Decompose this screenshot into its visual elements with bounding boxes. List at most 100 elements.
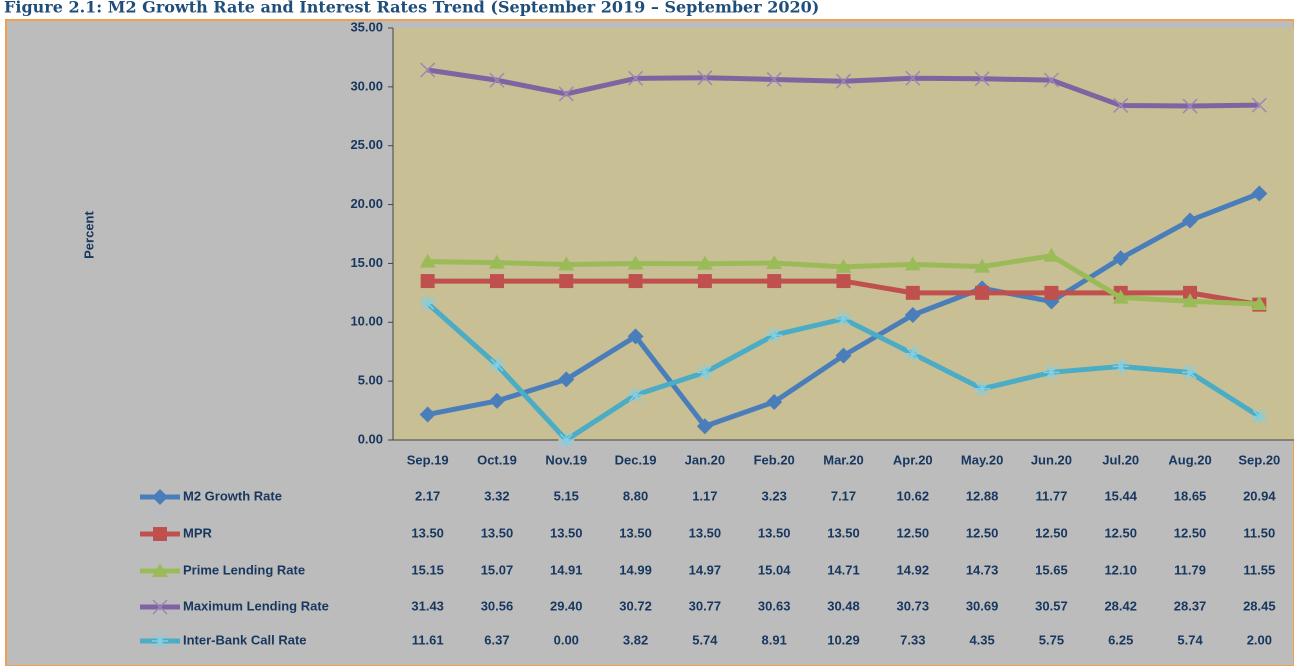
marker (1112, 250, 1129, 267)
table-value: 14.97 (689, 562, 722, 577)
table-value: 30.69 (966, 598, 999, 613)
table-value: 11.50 (1243, 525, 1275, 540)
table-value: 31.43 (411, 598, 444, 613)
marker (628, 70, 644, 86)
y-tick-label: 35.00 (350, 19, 383, 34)
table-value: 13.50 (689, 525, 722, 540)
table-value: 8.91 (762, 632, 787, 647)
table-value: 6.25 (1108, 632, 1133, 647)
marker (1251, 296, 1268, 311)
marker (1043, 72, 1059, 88)
table-value: 14.92 (897, 562, 930, 577)
table-value: 18.65 (1174, 488, 1207, 503)
marker (558, 371, 575, 388)
table-value: 12.50 (897, 525, 930, 540)
table-value: 30.72 (619, 598, 652, 613)
x-tick-label: Apr.20 (893, 452, 933, 467)
table-value: 13.50 (827, 525, 860, 540)
x-tick-label: Oct.19 (477, 452, 517, 467)
legend-label: Inter-Bank Call Rate (183, 632, 307, 647)
marker (696, 418, 713, 435)
table-value: 7.33 (900, 632, 925, 647)
marker (974, 71, 990, 87)
y-tick-label: 10.00 (350, 314, 383, 329)
marker (697, 70, 713, 86)
table-value: 14.73 (966, 562, 999, 577)
y-axis-label: Percent (81, 210, 96, 258)
table-value: 30.73 (897, 598, 930, 613)
marker (697, 274, 712, 289)
table-value: 7.17 (831, 488, 856, 503)
table-value: 4.35 (969, 632, 994, 647)
marker (904, 306, 921, 323)
marker (835, 310, 852, 327)
table-value: 13.50 (619, 525, 652, 540)
marker (904, 256, 921, 271)
marker (905, 70, 921, 86)
marker (904, 345, 921, 362)
x-tick-label: Dec.19 (615, 452, 657, 467)
x-tick-label: Jan.20 (685, 452, 725, 467)
marker (559, 274, 574, 289)
marker (1251, 185, 1268, 202)
table-value: 6.37 (484, 632, 509, 647)
table-value: 10.62 (897, 488, 930, 503)
marker (488, 357, 505, 374)
marker (766, 393, 783, 410)
marker (1043, 247, 1060, 262)
marker (696, 364, 713, 381)
marker (627, 255, 644, 270)
table-value: 28.37 (1174, 598, 1207, 613)
marker (766, 71, 782, 87)
marker (420, 274, 435, 289)
legend-label: M2 Growth Rate (183, 488, 282, 503)
table-value: 5.74 (692, 632, 718, 647)
table-value: 13.50 (758, 525, 791, 540)
marker (628, 274, 643, 289)
marker (1044, 285, 1059, 300)
marker (1251, 408, 1268, 425)
marker (835, 258, 852, 273)
x-tick-label: Sep.19 (407, 452, 449, 467)
marker (558, 432, 575, 448)
marker (489, 274, 504, 289)
table-value: 15.07 (481, 562, 514, 577)
y-tick-label: 0.00 (358, 431, 383, 446)
table-value: 12.50 (1174, 525, 1207, 540)
x-tick-label: Aug.20 (1168, 452, 1211, 467)
marker (766, 254, 783, 269)
marker (419, 406, 436, 423)
table-value: 12.50 (1104, 525, 1137, 540)
table-value: 29.40 (550, 598, 583, 613)
marker (835, 347, 852, 364)
marker (1043, 364, 1060, 381)
table-value: 12.10 (1104, 562, 1137, 577)
marker (696, 255, 713, 270)
marker (152, 599, 168, 615)
marker (1182, 98, 1198, 114)
table-value: 14.91 (550, 562, 583, 577)
table-value: 12.88 (966, 488, 999, 503)
marker (1182, 364, 1199, 381)
table-value: 5.75 (1039, 632, 1064, 647)
marker (1112, 289, 1129, 304)
table-value: 12.50 (966, 525, 999, 540)
marker (558, 256, 575, 271)
table-value: 30.56 (481, 598, 514, 613)
y-tick-label: 5.00 (358, 373, 383, 388)
table-value: 3.32 (484, 488, 509, 503)
x-tick-label: Feb.20 (754, 452, 795, 467)
table-value: 28.45 (1243, 598, 1276, 613)
marker (627, 387, 644, 404)
marker (1182, 293, 1199, 308)
table-value: 15.04 (758, 562, 791, 577)
x-tick-label: Nov.19 (545, 452, 587, 467)
marker (1113, 97, 1129, 113)
marker (1251, 97, 1267, 113)
table-value: 1.17 (692, 488, 717, 503)
y-tick-label: 15.00 (350, 255, 383, 270)
table-value: 13.50 (550, 525, 583, 540)
table-value: 11.61 (412, 632, 444, 647)
y-tick-label: 30.00 (350, 78, 383, 93)
